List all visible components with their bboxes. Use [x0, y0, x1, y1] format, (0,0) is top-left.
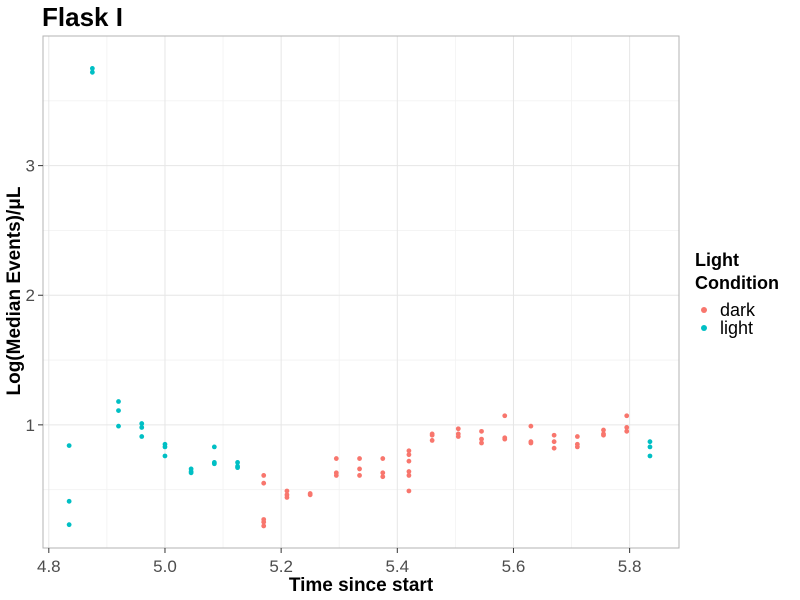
data-point-light [235, 465, 240, 471]
data-point-dark [406, 473, 412, 478]
data-point-dark [406, 488, 412, 494]
data-point-dark [380, 470, 386, 476]
data-point-light [139, 425, 145, 430]
data-point-dark [502, 436, 508, 442]
plot-background [43, 36, 679, 548]
data-point-dark [551, 432, 557, 438]
data-point-dark [284, 495, 290, 500]
data-point-light [139, 421, 145, 426]
data-point-dark [357, 473, 362, 478]
legend-swatch-dark [701, 307, 707, 313]
major-gridlines [43, 36, 679, 548]
data-point-light [162, 453, 168, 459]
data-point-dark [406, 458, 412, 464]
data-point-dark [333, 456, 339, 461]
data-point-dark [624, 425, 630, 430]
x-tick-label: 5.0 [153, 557, 177, 576]
data-point-dark [333, 473, 339, 478]
data-point-light [66, 443, 72, 448]
data-point-dark [380, 474, 386, 480]
data-point-dark [624, 428, 630, 434]
data-point-light [235, 460, 240, 465]
y-tick-label: 1 [26, 416, 35, 435]
data-point-dark [429, 432, 435, 438]
data-point-light [66, 522, 72, 528]
data-point-dark [284, 488, 290, 494]
data-point-dark [261, 480, 267, 486]
data-point-light [89, 69, 95, 75]
minor-gridlines [43, 36, 679, 548]
x-tick-label: 5.8 [618, 557, 642, 576]
data-point-light [139, 434, 145, 439]
data-point-dark [601, 427, 606, 433]
data-point-light [188, 470, 194, 476]
y-axis: 1 2 3 [26, 157, 43, 435]
data-point-dark [261, 523, 267, 529]
x-tick-label: 5.2 [269, 557, 293, 576]
y-axis-title: Log(Median Events)/μL [4, 186, 25, 395]
data-point-dark [479, 440, 484, 446]
data-point-dark [551, 445, 557, 451]
y-tick-label: 2 [26, 286, 35, 305]
data-point-dark [601, 432, 606, 438]
legend-label-dark: dark [720, 300, 756, 320]
data-point-light [647, 444, 653, 450]
x-tick-label: 5.6 [502, 557, 526, 576]
legend-title-line-1: Light [695, 250, 739, 270]
x-axis-title: Time since start [289, 575, 434, 596]
data-point-light [647, 439, 653, 445]
legend-label-light: light [720, 318, 753, 338]
data-point-dark [574, 444, 580, 450]
data-point-dark [479, 428, 484, 434]
data-point-light [647, 453, 653, 459]
data-points [66, 66, 653, 529]
data-point-light [89, 66, 95, 71]
data-point-dark [551, 439, 557, 445]
data-point-dark [528, 440, 534, 446]
x-tick-label: 5.4 [385, 557, 409, 576]
data-point-light [211, 461, 217, 467]
chart-title: Flask I [42, 2, 123, 32]
data-point-dark [455, 426, 461, 432]
data-point-dark [406, 469, 412, 474]
data-point-light [116, 408, 121, 414]
data-point-dark [307, 492, 313, 498]
data-point-dark [479, 436, 484, 442]
data-point-dark [574, 434, 580, 439]
data-point-dark [429, 438, 435, 443]
x-axis: 4.8 5.0 5.2 5.4 5.6 5.8 [37, 548, 641, 576]
data-point-light [162, 444, 168, 450]
legend-title-line-2: Condition [695, 273, 779, 293]
data-point-dark [455, 434, 461, 439]
data-point-dark [406, 452, 412, 458]
data-point-dark [357, 456, 362, 461]
data-point-light [211, 444, 217, 450]
data-point-dark [528, 423, 534, 429]
data-point-light [116, 399, 121, 404]
y-tick-label: 3 [26, 157, 35, 176]
data-point-dark [406, 448, 412, 454]
data-point-light [66, 498, 72, 504]
plot-border [42, 35, 680, 549]
data-point-dark [357, 466, 362, 472]
legend: Light Condition dark light [695, 250, 779, 338]
data-point-dark [261, 519, 267, 525]
data-point-dark [261, 473, 267, 478]
x-tick-label: 4.8 [37, 557, 61, 576]
data-point-dark [380, 456, 386, 461]
data-point-dark [624, 413, 630, 419]
data-point-light [116, 423, 121, 429]
plot-area [42, 35, 680, 549]
data-point-dark [502, 413, 508, 419]
legend-swatch-light [701, 325, 707, 331]
